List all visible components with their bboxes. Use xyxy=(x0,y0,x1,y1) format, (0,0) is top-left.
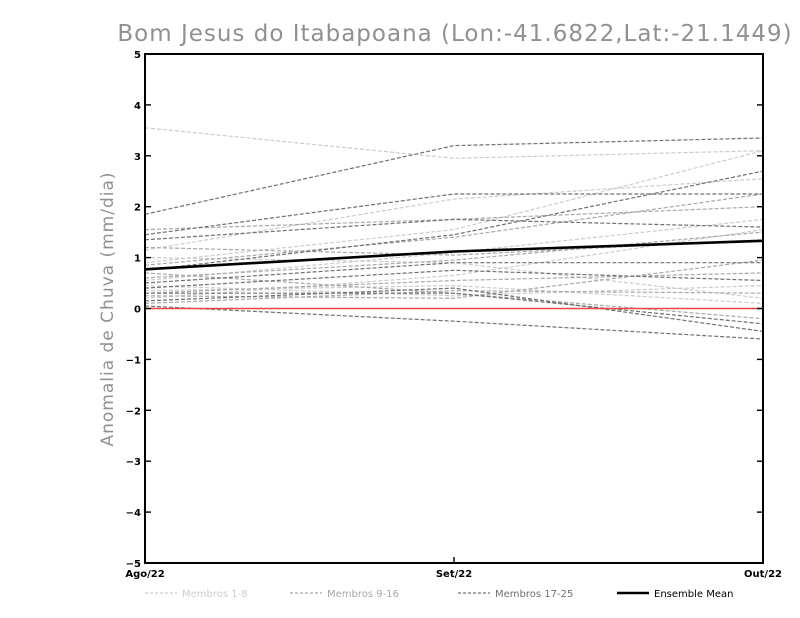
member-series-line xyxy=(144,262,763,284)
y-tick-label: 4 xyxy=(134,101,141,112)
y-tick-label: 2 xyxy=(134,203,141,214)
member-series-line xyxy=(144,269,764,289)
member-series-line xyxy=(144,287,764,332)
member-series-line xyxy=(144,178,764,251)
y-axis-label: Anomalia de Chuva (mm/dia) xyxy=(98,171,118,446)
member-series-line xyxy=(144,290,764,304)
member-series-line xyxy=(144,137,764,215)
member-series-line xyxy=(144,206,764,231)
legend-label: Membros 9-16 xyxy=(327,589,399,600)
legend-label: Membros 1-8 xyxy=(182,589,248,600)
series-layer xyxy=(144,127,764,340)
y-tick-label: −4 xyxy=(126,508,141,519)
y-tick-label: 5 xyxy=(134,50,141,61)
member-series-line xyxy=(144,239,764,256)
y-tick-label: −2 xyxy=(126,406,141,417)
member-series-line xyxy=(144,193,764,266)
member-series-line xyxy=(144,305,764,340)
y-tick-label: 0 xyxy=(134,305,141,316)
legend-label: Ensemble Mean xyxy=(654,589,733,600)
member-series-line xyxy=(144,150,764,264)
y-tick-label: −5 xyxy=(126,559,141,570)
member-series-line xyxy=(144,170,764,271)
x-tick-label: Set/22 xyxy=(436,569,472,580)
y-tick-label: 1 xyxy=(134,254,141,265)
member-series-line xyxy=(144,218,764,241)
x-tick-label: Out/22 xyxy=(744,569,782,580)
ensemble-mean-line xyxy=(144,239,764,271)
member-series-line xyxy=(144,127,764,159)
y-tick-label: 3 xyxy=(134,152,141,163)
member-series-line xyxy=(144,218,764,282)
member-series-line xyxy=(144,272,764,294)
legend-label: Membros 17-25 xyxy=(495,589,573,600)
member-series-line xyxy=(144,231,764,279)
legend: Membros 1-8 Membros 9-16 Membros 17-25 Ense… xyxy=(145,589,733,600)
x-tick-label: Ago/22 xyxy=(125,569,164,580)
y-tick-label: −1 xyxy=(126,355,141,366)
member-series-line xyxy=(144,193,763,236)
chart-title: Bom Jesus do Itabapoana (Lon:-41.6822,La… xyxy=(117,21,792,47)
y-tick-label: −3 xyxy=(126,457,141,468)
member-series-line xyxy=(145,292,764,325)
